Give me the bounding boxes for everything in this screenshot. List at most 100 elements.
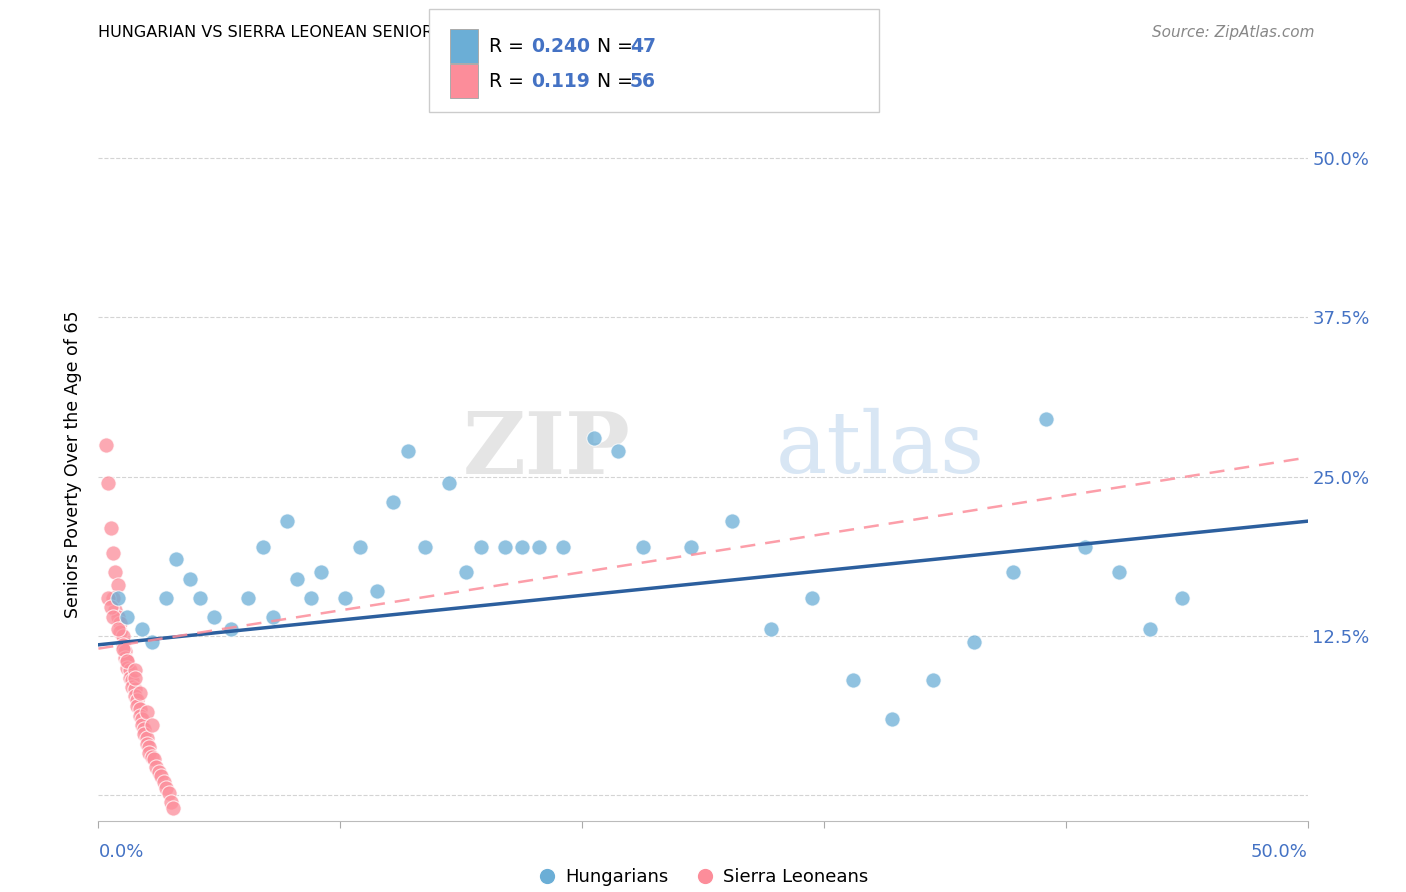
Point	[138, 746, 160, 760]
Point	[1139, 623, 1161, 637]
Point	[143, 752, 166, 766]
Point	[107, 623, 129, 637]
Point	[160, 795, 183, 809]
Point	[141, 750, 163, 764]
Point	[921, 673, 943, 688]
Point	[124, 671, 146, 685]
Point	[494, 540, 516, 554]
Point	[607, 444, 630, 458]
Point	[349, 540, 371, 554]
Point	[679, 540, 702, 554]
Text: 0.240: 0.240	[531, 37, 591, 56]
Point	[104, 565, 127, 579]
Point	[1108, 565, 1130, 579]
Point	[128, 701, 150, 715]
Point	[285, 572, 308, 586]
Text: 47: 47	[630, 37, 655, 56]
Point	[262, 609, 284, 624]
Text: 0.0%: 0.0%	[98, 843, 143, 861]
Point	[131, 623, 153, 637]
Point	[1074, 540, 1097, 554]
Point	[117, 654, 139, 668]
Point	[101, 546, 124, 560]
Point	[413, 540, 436, 554]
Point	[299, 591, 322, 605]
Point	[157, 786, 180, 800]
Point	[111, 641, 134, 656]
Point	[121, 673, 143, 688]
Point	[138, 739, 160, 754]
Point	[551, 540, 574, 554]
Point	[101, 609, 124, 624]
Point	[117, 609, 139, 624]
Point	[162, 801, 184, 815]
Text: 50.0%: 50.0%	[1251, 843, 1308, 861]
Point	[437, 475, 460, 490]
Point	[114, 644, 136, 658]
Point	[124, 663, 146, 677]
Point	[150, 769, 173, 783]
Point	[179, 572, 201, 586]
Point	[155, 780, 177, 795]
Text: Source: ZipAtlas.com: Source: ZipAtlas.com	[1152, 25, 1315, 40]
Legend: Hungarians, Sierra Leoneans: Hungarians, Sierra Leoneans	[531, 862, 875, 892]
Point	[252, 540, 274, 554]
Point	[396, 444, 419, 458]
Point	[127, 698, 149, 713]
Point	[101, 591, 124, 605]
Point	[152, 775, 174, 789]
Text: 0.119: 0.119	[531, 71, 591, 91]
Point	[124, 682, 146, 697]
Point	[107, 578, 129, 592]
Text: ZIP: ZIP	[463, 408, 630, 491]
Point	[141, 718, 163, 732]
Point	[128, 686, 150, 700]
Point	[145, 760, 167, 774]
Point	[759, 623, 782, 637]
Text: atlas: atlas	[776, 408, 984, 491]
Point	[107, 609, 129, 624]
Point	[100, 520, 122, 534]
Point	[204, 609, 226, 624]
Point	[135, 737, 157, 751]
Y-axis label: Seniors Poverty Over the Age of 65: Seniors Poverty Over the Age of 65	[65, 310, 83, 617]
Point	[842, 673, 865, 688]
Point	[527, 540, 550, 554]
Text: R =: R =	[489, 37, 530, 56]
Point	[333, 591, 356, 605]
Point	[188, 591, 211, 605]
Point	[155, 591, 177, 605]
Point	[124, 689, 146, 703]
Point	[104, 603, 127, 617]
Point	[454, 565, 477, 579]
Text: R =: R =	[489, 71, 536, 91]
Point	[800, 591, 823, 605]
Point	[121, 680, 143, 694]
Point	[880, 712, 903, 726]
Point	[221, 623, 243, 637]
Point	[135, 731, 157, 745]
Point	[721, 514, 744, 528]
Point	[134, 722, 156, 736]
Point	[97, 475, 120, 490]
Text: N =: N =	[585, 37, 638, 56]
Text: N =: N =	[585, 71, 638, 91]
Point	[276, 514, 298, 528]
Point	[107, 591, 129, 605]
Point	[127, 692, 149, 706]
Point	[510, 540, 533, 554]
Point	[1035, 412, 1057, 426]
Point	[100, 599, 122, 614]
Point	[165, 552, 187, 566]
Point	[111, 629, 134, 643]
Point	[134, 727, 156, 741]
Text: HUNGARIAN VS SIERRA LEONEAN SENIORS POVERTY OVER THE AGE OF 65 CORRELATION CHART: HUNGARIAN VS SIERRA LEONEAN SENIORS POVE…	[98, 25, 877, 40]
Point	[94, 438, 117, 452]
Text: 56: 56	[630, 71, 655, 91]
Point	[631, 540, 654, 554]
Point	[963, 635, 986, 649]
Point	[470, 540, 492, 554]
Point	[382, 495, 405, 509]
Point	[108, 625, 131, 640]
Point	[114, 650, 136, 665]
